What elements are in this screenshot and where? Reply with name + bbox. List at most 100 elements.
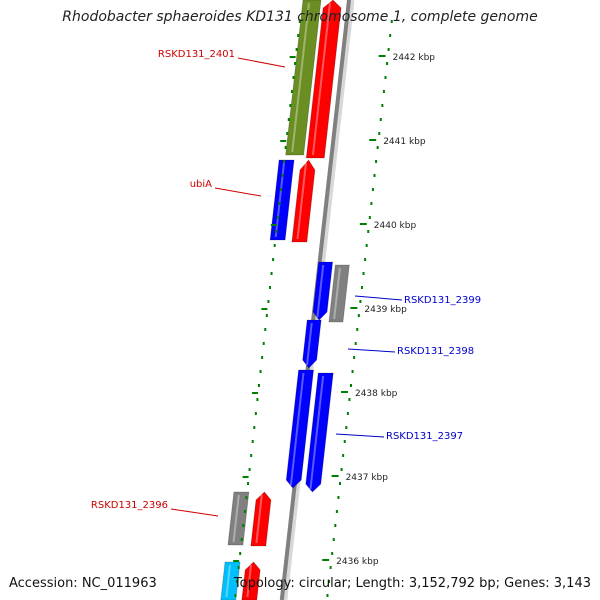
gene-label-rskd131-2396: RSKD131_2396 (91, 500, 168, 511)
outer-ring-tick (384, 76, 387, 79)
inner-ring-tick (257, 384, 260, 387)
outer-ring-tick (381, 104, 384, 107)
outer-ring-tick (351, 370, 354, 373)
gene-next-forward-shape (241, 561, 261, 600)
outer-ring-tick (362, 272, 365, 275)
feature-olive-strip-highlight (291, 2, 310, 153)
leader-line-rskd131-2397 (335, 433, 385, 438)
outer-ring-tick (340, 468, 343, 471)
inner-ring-tick (254, 412, 257, 415)
gene-next-forward-shape-highlight (246, 564, 252, 598)
map-title: Rhodobacter sphaeroides KD131 chromosome… (62, 9, 538, 25)
inner-ring-tick (292, 76, 295, 79)
inner-ring-tick (297, 34, 300, 37)
leader-line-rskd131-2401 (237, 57, 286, 68)
outer-ring-tick (357, 314, 360, 317)
tick-label: 2436 kbp (336, 557, 379, 567)
inner-ring-tick (245, 496, 248, 499)
inner-ring-tick (248, 468, 251, 471)
gene-rskd131-2397b-shape-highlight (309, 375, 325, 490)
inner-ring-tick (265, 314, 268, 317)
gene-rskd131-2401-shape-highlight (311, 2, 331, 156)
gene-rskd131-2399-shape (312, 261, 334, 321)
outer-ring-tick (387, 48, 390, 51)
outer-ring-tick (346, 412, 349, 415)
gene-rskd131-2397-shape (285, 369, 315, 489)
tick-label: 2438 kbp (355, 389, 398, 399)
outer-ring-tick (376, 146, 379, 149)
gene-label-rskd131-2398: RSKD131_2398 (397, 346, 474, 357)
outer-ring-tick (389, 34, 392, 37)
topology-text: Topology: circular; Length: 3,152,792 bp… (233, 576, 591, 591)
outer-ring-tick (353, 356, 356, 359)
outer-ring-tick (368, 216, 371, 219)
inner-ring-tick (286, 132, 289, 135)
outer-ring-tick (331, 552, 334, 555)
inner-ring-tick (287, 118, 290, 121)
gene-ubia-shape (291, 159, 316, 243)
inner-ring-tick (259, 370, 262, 373)
gene-rskd131-2399-grey-shape (328, 264, 350, 323)
tick-label: 2441 kbp (383, 137, 426, 147)
gene-label-rskd131-2397: RSKD131_2397 (386, 431, 463, 442)
gene-label-rskd131-2399: RSKD131_2399 (404, 295, 481, 306)
gene-rskd131-2396-shape (250, 491, 272, 547)
inner-ring-tick (275, 230, 278, 233)
inner-ring-tick (234, 594, 237, 597)
outer-ring-tick (370, 202, 373, 205)
gene-rskd131-2396-grey-shape-highlight (232, 494, 240, 543)
feature-cyan-strip-highlight (225, 564, 231, 598)
inner-ring-tick (262, 342, 265, 345)
inner-ring-tick (261, 356, 264, 359)
leader-line-rskd131-2398 (347, 348, 396, 353)
outer-ring-tick (379, 118, 382, 121)
outer-ring-tick (349, 384, 352, 387)
inner-ring-tick (240, 538, 243, 541)
gene-label-rskd131-2401: RSKD131_2401 (158, 49, 235, 60)
gene-rskd131-2399-shape-highlight (316, 264, 325, 318)
tick-label: 2439 kbp (364, 305, 407, 315)
outer-ring-tick (339, 482, 342, 485)
gene-rskd131-2397-shape-highlight (289, 372, 305, 486)
inner-ring-tick (281, 174, 284, 177)
outer-ring-tick (335, 510, 338, 513)
tick-label: 2442 kbp (393, 53, 436, 63)
outer-ring-tick (354, 342, 357, 345)
outer-ring-tick (359, 300, 362, 303)
inner-ring-tick (251, 440, 254, 443)
gene-rskd131-2396-shape-highlight (255, 494, 263, 544)
feature-olive-strip (285, 0, 322, 156)
inner-ring-tick (289, 104, 292, 107)
outer-ring-tick (373, 174, 376, 177)
tick-label: 2437 kbp (346, 473, 389, 483)
inner-ring-tick (250, 454, 253, 457)
inner-ring-tick (264, 328, 267, 331)
outer-ring-tick (371, 188, 374, 191)
gene-ubia-shape-highlight (296, 162, 307, 240)
inner-ring-tick (284, 146, 287, 149)
outer-ring-tick (329, 566, 332, 569)
outer-ring-tick (332, 538, 335, 541)
inner-ring-tick (272, 258, 275, 261)
outer-ring-tick (348, 398, 351, 401)
gene-rskd131-2398-shape-highlight (306, 322, 313, 366)
inner-ring-tick (273, 244, 276, 247)
outer-ring-tick (342, 454, 345, 457)
inner-ring-tick (236, 580, 239, 583)
outer-ring-tick (360, 286, 363, 289)
gene-rskd131-2401-shape (305, 0, 342, 159)
outer-ring-tick (328, 580, 331, 583)
leader-line-rskd131-2396 (170, 508, 219, 517)
outer-ring-tick (345, 426, 348, 429)
inner-ring-tick (283, 160, 286, 163)
outer-ring-tick (334, 524, 337, 527)
inner-ring-tick (270, 272, 273, 275)
gene-rskd131-2399-grey-shape-highlight (333, 267, 341, 320)
inner-ring-tick (290, 90, 293, 93)
inner-ring-tick (294, 62, 297, 65)
inner-ring-tick (256, 398, 259, 401)
inner-ring-tick (243, 510, 246, 513)
gene-label-ubia: ubiA (190, 179, 212, 190)
